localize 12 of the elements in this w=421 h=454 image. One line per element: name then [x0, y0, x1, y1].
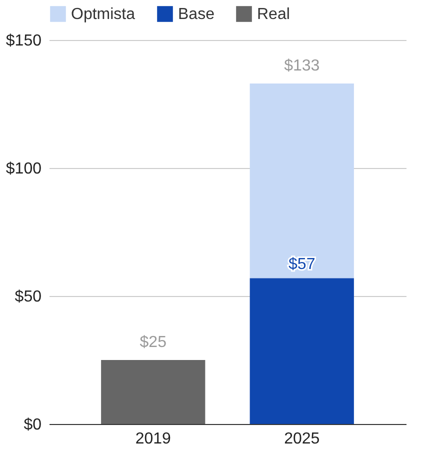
- x-tick-label: 2019: [135, 430, 172, 448]
- y-tick-label: $0: [24, 416, 42, 434]
- y-tick-label: $100: [6, 160, 42, 178]
- x-tick-label: 2025: [284, 430, 320, 448]
- legend-label: Optmista: [71, 6, 136, 23]
- y-tick-label: $150: [6, 32, 42, 50]
- data-label: $57: [288, 256, 316, 274]
- legend-label: Real: [257, 6, 290, 23]
- total-label: $133: [284, 58, 320, 75]
- total-label: $25: [140, 334, 167, 351]
- legend-label: Base: [178, 6, 215, 23]
- y-tick-label: $50: [14, 288, 42, 306]
